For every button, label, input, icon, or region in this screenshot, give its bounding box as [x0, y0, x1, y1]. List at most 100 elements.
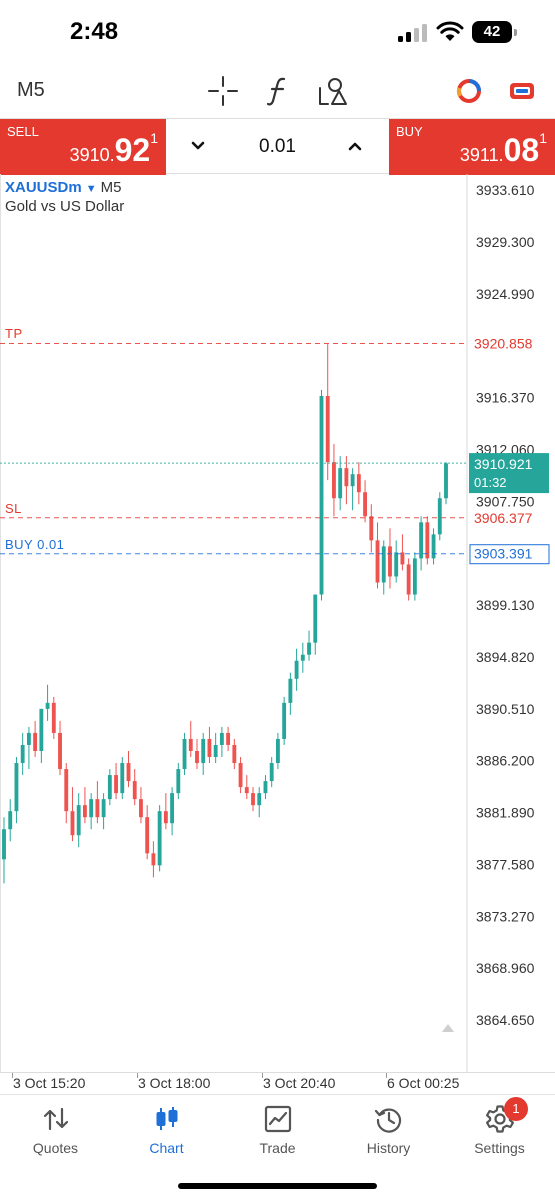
- lot-size-control: 0.01: [166, 119, 389, 175]
- nav-history-label: History: [366, 1140, 411, 1156]
- nav-quotes[interactable]: Quotes: [0, 1095, 111, 1175]
- candle-body: [132, 781, 137, 800]
- time-tick-label: 6 Oct 00:25: [387, 1075, 460, 1091]
- candle: [444, 462, 448, 505]
- nav-trade-label: Trade: [259, 1140, 296, 1156]
- candle-body: [288, 678, 293, 703]
- buy-button[interactable]: BUY 3911.081: [389, 119, 555, 175]
- nav-trade[interactable]: Trade: [222, 1095, 333, 1175]
- candle-body: [282, 702, 287, 739]
- scroll-to-end-icon[interactable]: [442, 1024, 454, 1032]
- nav-quotes-label: Quotes: [32, 1140, 79, 1156]
- price-tick-label: 3916.370: [476, 390, 535, 406]
- candle-body: [101, 799, 106, 818]
- function-icon[interactable]: [262, 74, 296, 108]
- buy-level-price-box: [469, 544, 550, 565]
- candle-body: [257, 793, 262, 806]
- candle-body: [319, 395, 324, 595]
- status-time: 2:48: [70, 18, 119, 45]
- candle-time-left: 01:32: [474, 475, 507, 490]
- candle: [319, 389, 324, 601]
- candle: [425, 516, 430, 565]
- price-tick-label: 3899.130: [476, 597, 535, 613]
- candle: [207, 726, 212, 764]
- candle-body: [51, 702, 56, 733]
- candle-body: [64, 769, 69, 812]
- level-label-sl: SL: [5, 500, 22, 516]
- time-tick-label: 3 Oct 15:20: [13, 1075, 86, 1091]
- candle-body: [375, 540, 380, 583]
- candle-body: [406, 564, 411, 595]
- price-tick-label: 3877.580: [476, 856, 535, 872]
- candle: [132, 769, 137, 806]
- sell-price-sup: 1: [150, 130, 158, 146]
- battery-level: 42: [483, 23, 501, 40]
- settings-notification-badge: 1: [504, 1097, 528, 1121]
- candle-body: [114, 775, 118, 794]
- candle-body: [356, 474, 361, 493]
- crosshair-icon[interactable]: [206, 74, 240, 108]
- candle: [381, 540, 386, 595]
- candle: [14, 757, 19, 824]
- candle: [51, 696, 56, 739]
- history-clock-icon: [374, 1108, 402, 1133]
- candle-body: [58, 732, 62, 770]
- symbol-name[interactable]: XAUUSDm: [5, 179, 82, 196]
- candle-body: [300, 654, 305, 661]
- candle: [126, 750, 131, 788]
- candle-body: [232, 744, 237, 764]
- price-tick-label: 3907.750: [476, 493, 535, 509]
- price-chart[interactable]: 3933.610 3929.300 3924.990 3916.370 3912.060…: [0, 174, 555, 1072]
- chevron-up-icon[interactable]: [344, 135, 366, 157]
- symbol-dropdown-icon[interactable]: ▼: [85, 183, 97, 195]
- chat-icon[interactable]: [505, 74, 539, 108]
- candle: [244, 775, 249, 800]
- candle: [20, 732, 25, 776]
- candle-body: [82, 805, 87, 818]
- candle-body: [26, 732, 31, 745]
- candle-body: [120, 763, 125, 794]
- nav-settings[interactable]: 1 Settings: [444, 1095, 555, 1175]
- nav-chart[interactable]: Chart: [111, 1095, 222, 1175]
- candle-body: [89, 799, 94, 818]
- nav-history[interactable]: History: [333, 1095, 444, 1175]
- candle: [338, 456, 343, 511]
- candle-body: [2, 829, 6, 860]
- candle-body: [419, 522, 424, 559]
- timeframe-button[interactable]: M5: [17, 79, 45, 101]
- symbol-timeframe: M5: [100, 179, 122, 196]
- candle: [139, 787, 143, 824]
- objects-icon[interactable]: [315, 74, 349, 108]
- nav-settings-label: Settings: [474, 1140, 525, 1156]
- sell-button[interactable]: SELL 3910.921: [0, 119, 166, 175]
- candle: [419, 516, 424, 571]
- candle-body: [294, 660, 299, 679]
- buy-price-sup: 1: [539, 130, 547, 146]
- candle: [26, 726, 31, 770]
- price-tick-label: 3881.890: [476, 805, 535, 821]
- candle-body: [39, 708, 44, 751]
- account-ring-icon[interactable]: [452, 74, 486, 108]
- candle-body: [219, 732, 224, 745]
- chart-canvas[interactable]: 3933.6103929.3003924.9903916.3703912.060…: [0, 174, 555, 1072]
- time-tick: [386, 1073, 387, 1078]
- candle-body: [107, 775, 112, 800]
- price-tick-label: 3894.820: [476, 649, 535, 665]
- candle: [282, 696, 287, 745]
- candle-body: [201, 738, 206, 764]
- tp-level-price-bg: [470, 334, 549, 354]
- candle-body: [381, 546, 386, 583]
- lot-size-value[interactable]: 0.01: [259, 136, 296, 157]
- candle: [332, 444, 336, 517]
- candle-body: [207, 738, 212, 758]
- candle-body: [126, 763, 131, 782]
- candle: [275, 732, 280, 770]
- status-bar: 2:48 42: [0, 0, 555, 62]
- level-label-tp: TP: [5, 326, 23, 342]
- buy-price: 3911.081: [460, 130, 547, 169]
- candle-body: [8, 811, 13, 830]
- candle-body: [213, 744, 218, 758]
- symbol-header[interactable]: XAUUSDm ▼ M5: [5, 179, 121, 196]
- chevron-down-icon[interactable]: [187, 135, 209, 157]
